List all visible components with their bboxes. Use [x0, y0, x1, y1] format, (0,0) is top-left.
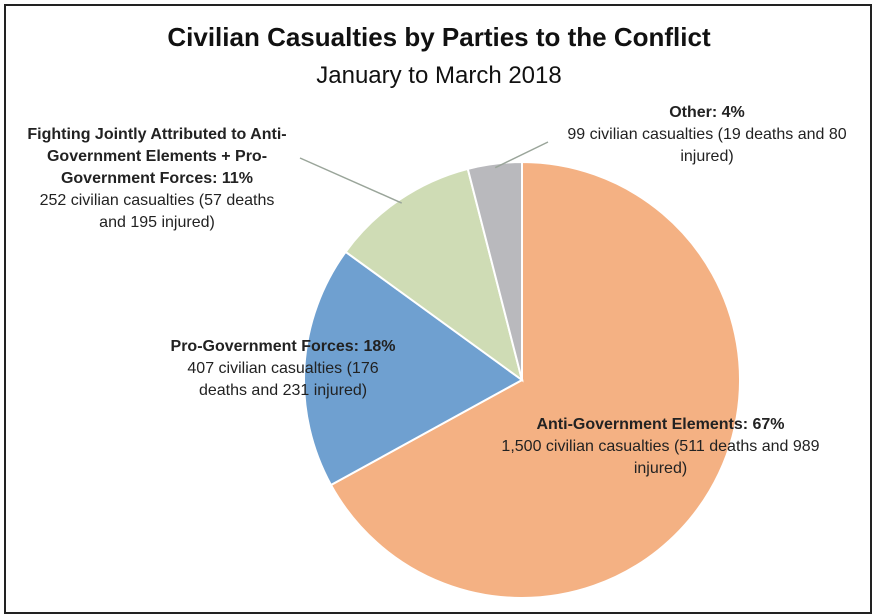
pie-slice-joint	[344, 167, 524, 383]
label-pgf-detail: 407 civilian casualties (176 deaths and …	[187, 360, 379, 399]
chart-title: Civilian Casualties by Parties to the Co…	[167, 22, 711, 52]
label-joint: Fighting Jointly Attributed to Anti-Gove…	[12, 124, 302, 234]
label-joint-header: Fighting Jointly Attributed to Anti-Gove…	[27, 126, 287, 187]
label-pgf: Pro-Government Forces: 18% 407 civilian …	[158, 336, 408, 402]
pie-slice-age	[329, 160, 741, 599]
leader-line-other	[494, 141, 549, 169]
label-age-header: Anti-Government Elements: 67%	[536, 416, 785, 433]
chart-subtitle: January to March 2018	[316, 62, 562, 89]
label-age-detail: 1,500 civilian casualties (511 deaths an…	[501, 438, 820, 477]
label-other-header: Other: 4%	[669, 104, 745, 121]
leader-lines	[299, 141, 549, 204]
pie-slice-pgf	[303, 250, 524, 487]
label-pgf-header: Pro-Government Forces: 18%	[170, 338, 396, 355]
label-age: Anti-Government Elements: 67% 1,500 civi…	[488, 414, 833, 480]
pie-slices	[303, 160, 741, 599]
leader-line-joint	[299, 157, 403, 204]
label-other-detail: 99 civilian casualties (19 deaths and 80…	[567, 126, 847, 165]
label-joint-detail: 252 civilian casualties (57 deaths and 1…	[39, 192, 275, 231]
label-other: Other: 4% 99 civilian casualties (19 dea…	[544, 102, 870, 168]
pie-slice-other	[466, 160, 523, 381]
